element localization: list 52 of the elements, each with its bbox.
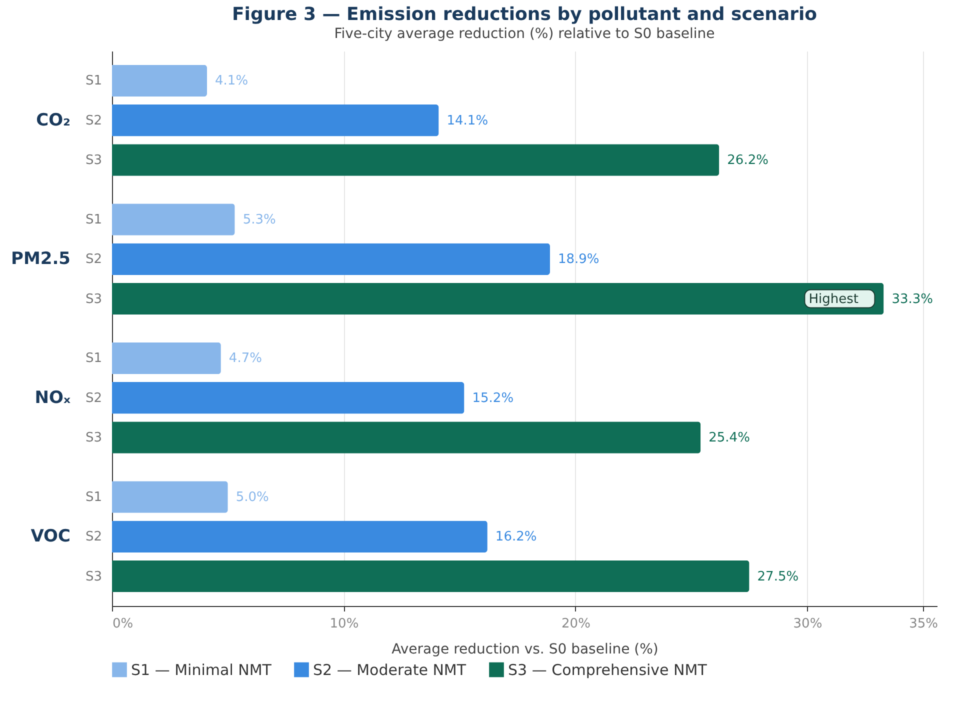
- data-label: 27.5%: [757, 569, 799, 584]
- text: S2: [85, 252, 102, 268]
- bar: [112, 243, 550, 275]
- bar: [112, 481, 228, 513]
- x-tick-label: 30%: [793, 616, 822, 632]
- data-label: 25.4%: [708, 430, 750, 446]
- text: S2: [85, 530, 102, 545]
- x-tick-label: 10%: [330, 616, 359, 632]
- data-label: 18.9%: [558, 252, 600, 268]
- y-tick-label: VOC: [30, 526, 70, 547]
- legend-label: S3 — Comprehensive NMT: [508, 660, 708, 679]
- text: S1: [85, 74, 102, 89]
- data-label: 15.2%: [472, 390, 514, 406]
- bar: [112, 520, 488, 552]
- data-label: 26.2%: [727, 153, 768, 168]
- bar: [112, 104, 439, 136]
- y-tick-label: NOₓ: [34, 388, 70, 408]
- x-tick-label: 0%: [112, 616, 134, 632]
- x-axis-title: Average reduction vs. S0 baseline (%): [392, 642, 658, 658]
- data-label: 5.3%: [242, 212, 276, 228]
- bar: [112, 560, 750, 592]
- text: S1: [85, 351, 102, 366]
- legend-label: S2 — Moderate NMT: [313, 660, 467, 679]
- data-label: 16.2%: [495, 530, 537, 545]
- text: S2: [85, 113, 102, 128]
- text: S3: [85, 569, 102, 584]
- bar: [112, 282, 884, 315]
- data-label: 14.1%: [446, 113, 488, 128]
- y-tick-label: CO₂: [36, 110, 70, 130]
- data-label: 33.3%: [892, 292, 934, 307]
- data-label: 5.0%: [236, 490, 269, 505]
- text: S3: [85, 292, 102, 307]
- text: S3: [85, 153, 102, 168]
- text: S3: [85, 430, 102, 446]
- bar: [112, 144, 720, 176]
- data-label: 4.7%: [228, 351, 262, 366]
- bar: [112, 204, 235, 236]
- data-label: 4.1%: [215, 74, 248, 89]
- text: S1: [85, 212, 102, 228]
- y-tick-label: PM2.5: [11, 249, 70, 270]
- chart-subtitle: Five-city average reduction (%) relative to S0 baseline: [334, 26, 715, 42]
- bar: [112, 382, 464, 414]
- x-tick-label: 35%: [909, 616, 938, 632]
- chart-title: Figure 3 — Emission reductions by pollutant and scenario: [232, 4, 818, 25]
- bar: [112, 422, 701, 454]
- legend-label: S1 — Minimal NMT: [131, 660, 272, 679]
- annotation: Highest: [808, 292, 858, 307]
- text: S2: [85, 390, 102, 406]
- x-tick-label: 20%: [562, 616, 590, 632]
- bar: [112, 342, 221, 374]
- text: S1: [85, 490, 102, 505]
- bar: [112, 64, 208, 97]
